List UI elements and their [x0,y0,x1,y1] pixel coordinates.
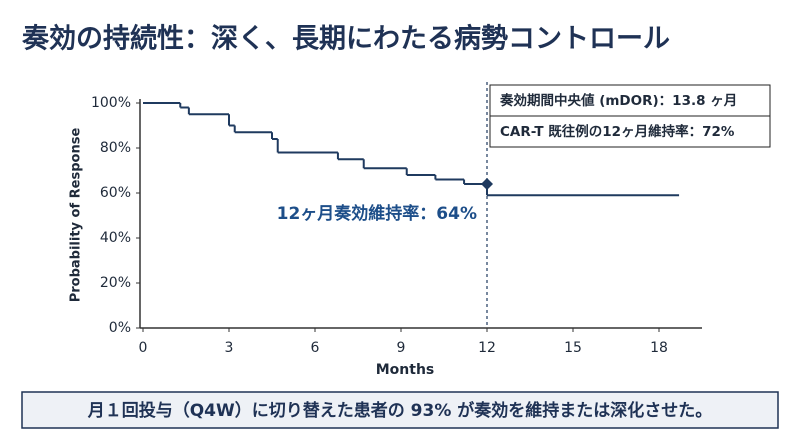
y-tick-label: 60% [100,185,131,201]
info-text: 奏効期間中央値 (mDOR)：13.8 ヶ月 [499,92,737,109]
y-tick-label: 80% [100,140,131,156]
y-tick-label: 20% [100,275,131,291]
x-tick-label: 6 [311,340,320,356]
footnote-box [21,391,779,429]
x-axis-label: Months [376,362,435,378]
annotation-marker [481,178,493,190]
y-tick-label: 40% [100,230,131,246]
x-tick-label: 0 [139,340,148,356]
y-tick-label: 100% [91,95,131,111]
x-tick-label: 18 [650,340,668,356]
footnote: 月１回投与（Q4W）に切り替えた患者の 93% が奏効を維持または深化させた。 [87,400,713,421]
x-tick-label: 15 [564,340,582,356]
annotation: 12ヶ月奏効維持率：64% [277,203,477,224]
chart-title: 奏効の持続性：深く、長期にわたる病勢コントロール [21,23,670,55]
y-tick-label: 0% [109,320,131,336]
y-axis-label: Probability of Response [69,128,84,303]
x-tick-label: 3 [225,340,234,356]
x-tick-label: 12 [478,340,496,356]
x-tick-label: 9 [397,340,406,356]
info-text: CAR-T 既往例の12ヶ月維持率：72% [500,123,735,140]
